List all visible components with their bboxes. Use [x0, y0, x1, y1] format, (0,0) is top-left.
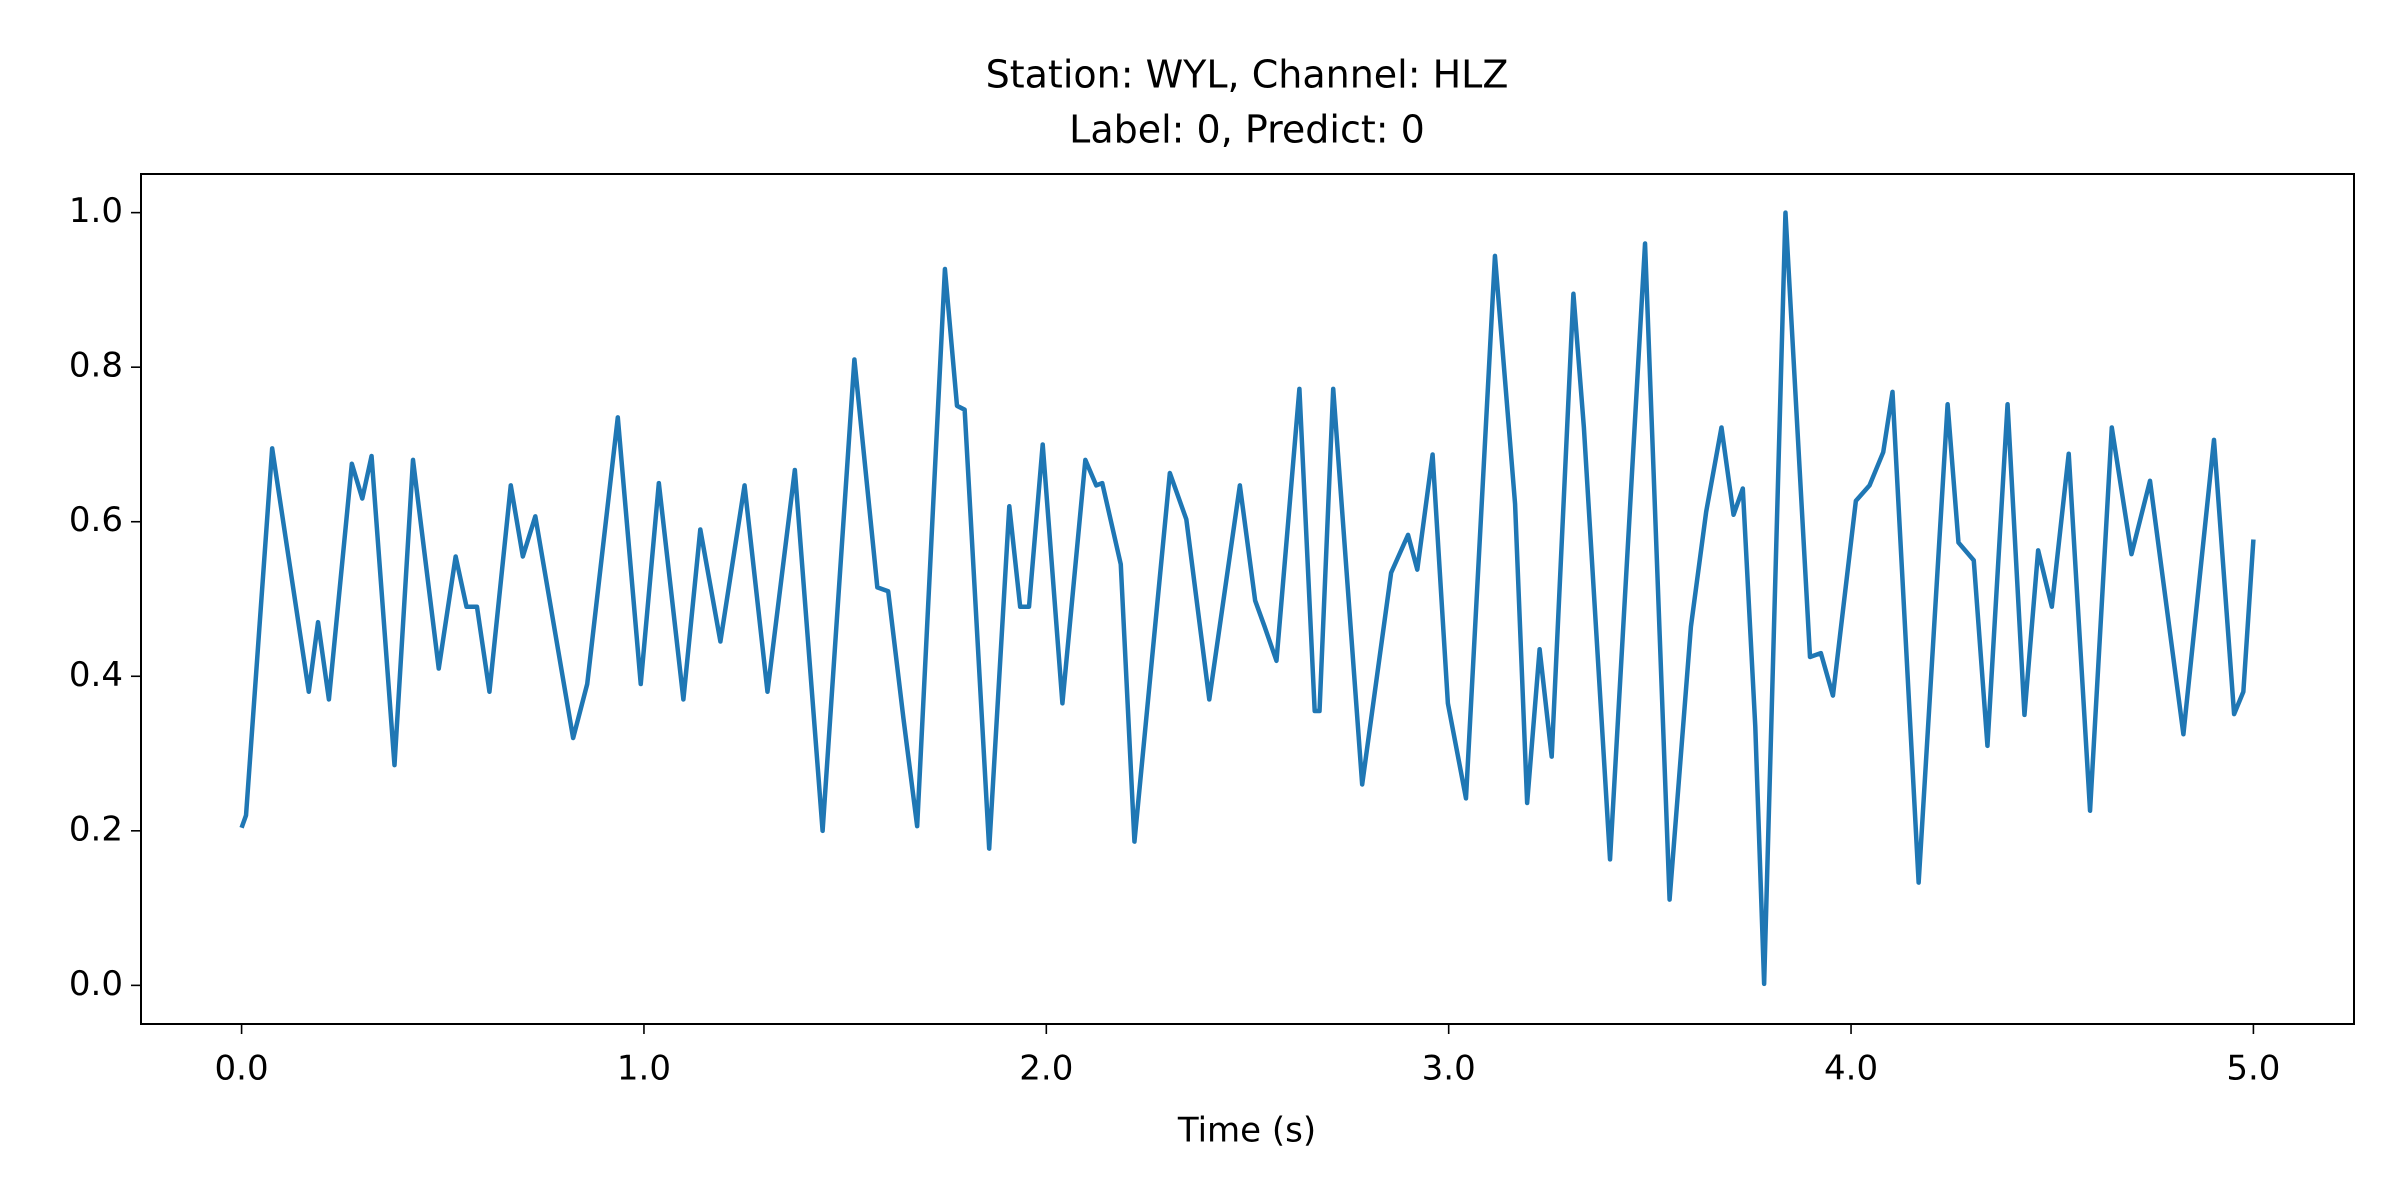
y-tick-label: 0.0 — [69, 964, 123, 1004]
y-tick-label: 0.8 — [69, 346, 123, 386]
x-axis-label: Time (s) — [1177, 1111, 1316, 1151]
signal-line — [239, 210, 2256, 987]
x-tick-label: 3.0 — [1422, 1049, 1476, 1089]
x-tick-label: 4.0 — [1824, 1049, 1878, 1089]
y-tick-label: 0.2 — [69, 809, 123, 849]
plot-frame — [140, 173, 2355, 1025]
chart-subtitle: Label: 0, Predict: 0 — [1069, 108, 1425, 152]
x-tick-label: 0.0 — [215, 1049, 269, 1089]
x-tick-label: 5.0 — [2226, 1049, 2280, 1089]
x-tick-label: 1.0 — [617, 1049, 671, 1089]
y-tick-label: 0.4 — [69, 655, 123, 695]
chart-title: Station: WYL, Channel: HLZ — [986, 53, 1509, 97]
y-tick-label: 1.0 — [69, 191, 123, 231]
x-tick-label: 2.0 — [1019, 1049, 1073, 1089]
y-tick-label: 0.6 — [69, 500, 123, 540]
